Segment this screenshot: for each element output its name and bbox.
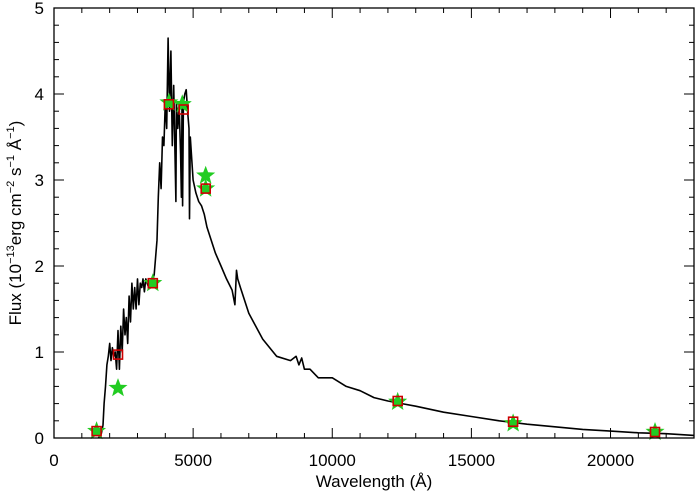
y-tick-label: 1 [35, 343, 44, 362]
synthetic-square-point [649, 426, 661, 438]
y-tick-label: 2 [35, 257, 44, 276]
synthetic-square-point [507, 416, 519, 428]
observed-star-point [143, 273, 163, 292]
synthetic-square-point [200, 183, 211, 194]
synthetic-square-point [163, 99, 175, 110]
x-tick-label: 10000 [309, 451, 356, 470]
y-tick-label: 5 [35, 0, 44, 18]
synthetic-square-point [392, 395, 404, 407]
y-tick-label: 0 [35, 429, 44, 448]
plot-layer [87, 37, 695, 441]
y-axis-label: Flux (10−13erg cm−2 s−1 Å−1) [5, 121, 25, 326]
observed-star-point [108, 378, 128, 397]
x-tick-label: 5000 [174, 451, 212, 470]
model-spectrum-line [97, 37, 695, 439]
plot-frame [53, 7, 695, 439]
synthetic-square-point [178, 104, 189, 115]
x-tick-label: 0 [49, 451, 58, 470]
ticks-layer: 0 5000 10000 15000 20000 0 1 2 3 4 5 [35, 0, 695, 470]
observed-star-point [196, 165, 216, 184]
x-tick-label: 20000 [587, 451, 634, 470]
x-tick-label: 15000 [448, 451, 495, 470]
synthetic-square-point [112, 349, 124, 360]
observed-star-point [388, 391, 408, 410]
y-tick-label: 3 [35, 171, 44, 190]
observed-star-point [645, 422, 665, 441]
observed-star-point [87, 421, 107, 440]
x-axis-label: Wavelength (Å) [316, 472, 433, 491]
observed-star-point [503, 413, 523, 432]
observed-star-point [159, 92, 179, 111]
y-tick-label: 4 [35, 85, 44, 104]
observed-star-point [172, 94, 192, 113]
synthetic-square-point [147, 277, 159, 289]
observed-star-point [196, 178, 216, 197]
synthetic-square-point [91, 425, 102, 437]
